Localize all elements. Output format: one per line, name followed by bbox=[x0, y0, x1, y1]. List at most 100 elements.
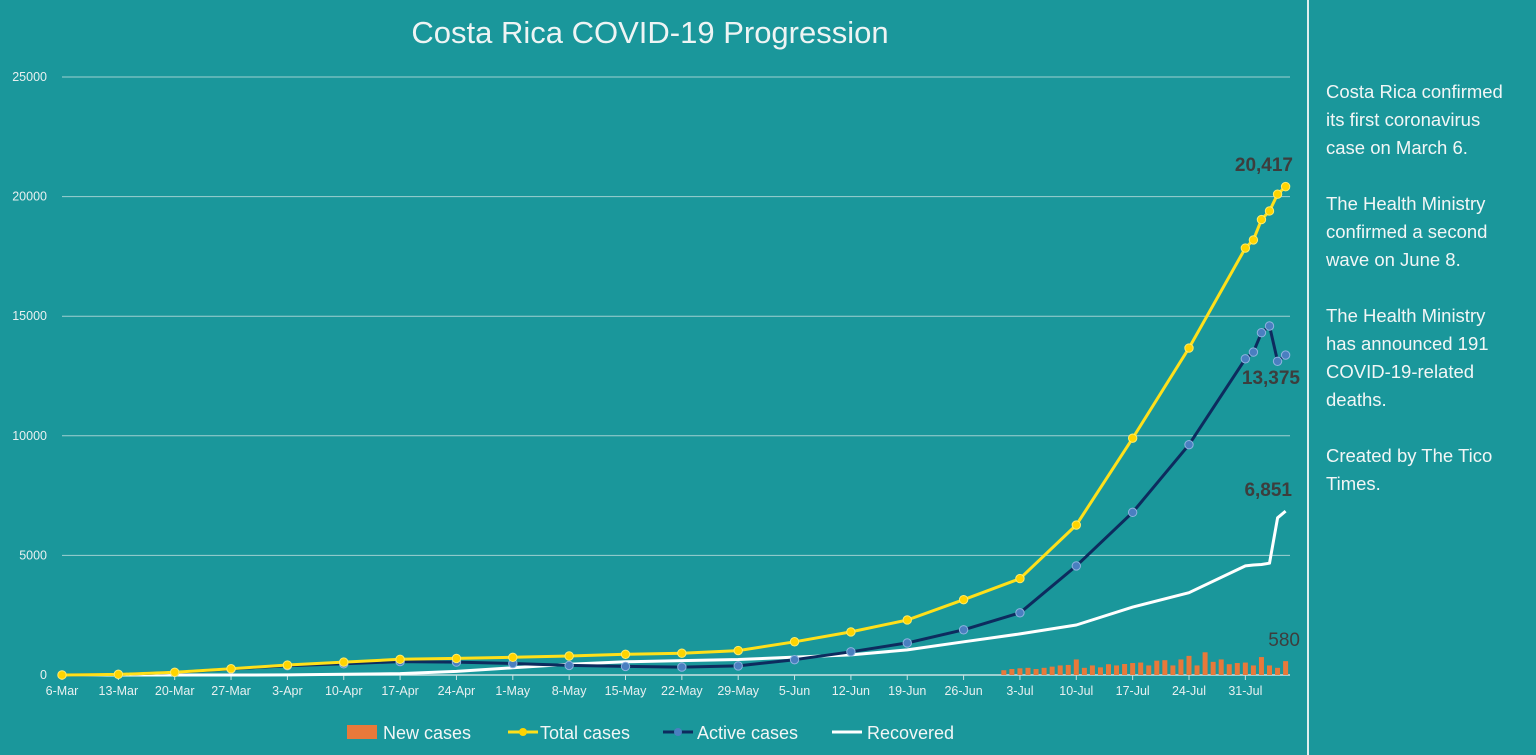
total-cases-line bbox=[61, 185, 1287, 677]
note-line: Created by The Tico bbox=[1326, 445, 1493, 466]
new-cases-bar bbox=[1242, 662, 1248, 675]
sidebar-notes: Costa Rica confirmed its first coronaviru… bbox=[1326, 78, 1531, 526]
divider bbox=[1307, 0, 1309, 755]
new-cases-bar bbox=[1138, 662, 1144, 675]
active-cases-marker bbox=[1280, 350, 1291, 360]
note-paragraph: The Health Ministry has announced 191 COVI… bbox=[1326, 302, 1531, 414]
new-cases-bar bbox=[1065, 664, 1071, 675]
new-cases-bar bbox=[1106, 664, 1111, 675]
legend-new-cases: New cases bbox=[383, 723, 471, 743]
legend-recovered: Recovered bbox=[867, 723, 954, 743]
total-cases-marker bbox=[1272, 189, 1283, 199]
total-cases-marker bbox=[564, 651, 574, 661]
new-cases-bar bbox=[1258, 657, 1264, 675]
total-cases-marker bbox=[846, 627, 856, 637]
new-cases-bar bbox=[1226, 664, 1232, 675]
x-tick-label: 26-Jun bbox=[944, 684, 982, 698]
total-cases-marker bbox=[1127, 433, 1138, 443]
new-cases-bar bbox=[1154, 660, 1160, 675]
note-line: its first coronavirus bbox=[1326, 109, 1481, 130]
active-cases-marker bbox=[902, 638, 912, 648]
note-line: confirmed a second bbox=[1326, 221, 1488, 242]
x-tick-label: 19-Jun bbox=[888, 684, 926, 698]
active-cases-marker bbox=[1248, 347, 1259, 357]
total-cases-marker bbox=[1248, 235, 1259, 245]
x-tick-label: 10-Apr bbox=[325, 684, 363, 698]
active-cases-marker bbox=[1015, 608, 1025, 618]
x-tick-label: 24-Apr bbox=[438, 684, 476, 698]
recovered-line bbox=[62, 509, 1287, 677]
y-tick-label: 25000 bbox=[12, 70, 47, 84]
chart-title: Costa Rica COVID-19 Progression bbox=[411, 15, 888, 50]
new-cases-bar bbox=[1001, 670, 1007, 675]
active-cases-marker bbox=[789, 654, 800, 665]
total-cases-marker bbox=[1071, 520, 1082, 530]
x-tick-label: 8-May bbox=[552, 684, 587, 698]
x-tick-label: 24-Jul bbox=[1172, 684, 1206, 698]
new-cases-bar bbox=[1146, 665, 1152, 675]
new-cases-bar bbox=[1049, 666, 1055, 675]
x-tick-label: 31-Jul bbox=[1228, 684, 1262, 698]
note-line: COVID-19-related bbox=[1326, 361, 1475, 382]
note-line: has announced 191 bbox=[1326, 333, 1489, 354]
total-cases-marker bbox=[958, 594, 969, 605]
x-tick-label: 15-May bbox=[605, 684, 647, 698]
active-cases-marker bbox=[1272, 356, 1283, 366]
x-tick-label: 13-Mar bbox=[99, 684, 139, 698]
new-cases-bar bbox=[1186, 655, 1192, 675]
x-tick-label: 20-Mar bbox=[155, 684, 195, 698]
active-cases-marker bbox=[846, 647, 856, 657]
new-cases-bar bbox=[1009, 669, 1015, 675]
new-cases-bar bbox=[1234, 663, 1240, 675]
active-cases-marker bbox=[620, 661, 631, 672]
x-tick-label: 29-May bbox=[717, 684, 759, 698]
total-cases-marker bbox=[1184, 343, 1194, 353]
active-annotation: 13,375 bbox=[1242, 368, 1300, 389]
y-tick-label: 20000 bbox=[12, 190, 47, 204]
new-cases-bar bbox=[1283, 661, 1289, 675]
total-cases-marker bbox=[1256, 214, 1267, 225]
new-cases-bar bbox=[1122, 663, 1128, 675]
new-cases-bar bbox=[1130, 663, 1136, 675]
total-cases-marker bbox=[395, 654, 405, 665]
new-cases-bar bbox=[1202, 652, 1208, 675]
new-cases-bar bbox=[1162, 660, 1168, 675]
x-tick-label: 22-May bbox=[661, 684, 703, 698]
new-cases-bar bbox=[1097, 667, 1103, 675]
x-tick-label: 12-Jun bbox=[832, 684, 870, 698]
legend-swatch-new-cases bbox=[347, 725, 377, 739]
new-cases-bar bbox=[1194, 665, 1200, 675]
active-cases-marker bbox=[677, 662, 687, 672]
total-cases-marker bbox=[620, 649, 631, 659]
x-tick-label: 5-Jun bbox=[779, 684, 810, 698]
new-cases-bar bbox=[1073, 659, 1079, 675]
active-cases-marker bbox=[1127, 507, 1138, 518]
legend-active-cases: Active cases bbox=[697, 723, 798, 743]
x-tick-label: 3-Apr bbox=[272, 684, 303, 698]
total-cases-marker bbox=[508, 652, 518, 663]
total-cases-marker bbox=[902, 615, 912, 625]
x-tick-label: 27-Mar bbox=[211, 684, 251, 698]
note-line: The Health Ministry bbox=[1326, 193, 1486, 214]
legend-marker-active bbox=[674, 728, 682, 736]
x-tick-label: 10-Jul bbox=[1059, 684, 1093, 698]
x-tick-label: 3-Jul bbox=[1006, 684, 1033, 698]
note-line: case on March 6. bbox=[1326, 137, 1468, 158]
total-annotation: 20,417 bbox=[1235, 155, 1293, 176]
total-cases-marker bbox=[733, 645, 743, 656]
new-cases-bar bbox=[1170, 665, 1176, 675]
x-tick-label: 6-Mar bbox=[46, 684, 79, 698]
active-cases-marker bbox=[1184, 439, 1194, 450]
legend-marker-total bbox=[519, 728, 527, 736]
total-cases-marker bbox=[339, 657, 349, 667]
new-cases-bar bbox=[1081, 667, 1087, 675]
x-tick-label: 17-Apr bbox=[381, 684, 419, 698]
new-cases-bar bbox=[1089, 665, 1095, 675]
active-cases-marker bbox=[1256, 328, 1267, 338]
x-tick-label: 17-Jul bbox=[1116, 684, 1150, 698]
note-line: wave on June 8. bbox=[1326, 249, 1461, 270]
note-paragraph: Costa Rica confirmed its first coronaviru… bbox=[1326, 78, 1531, 162]
new-cases-bar bbox=[1114, 665, 1120, 675]
legend: New cases Total cases Active cases Recov… bbox=[347, 723, 954, 743]
active-cases-line bbox=[61, 324, 1287, 677]
